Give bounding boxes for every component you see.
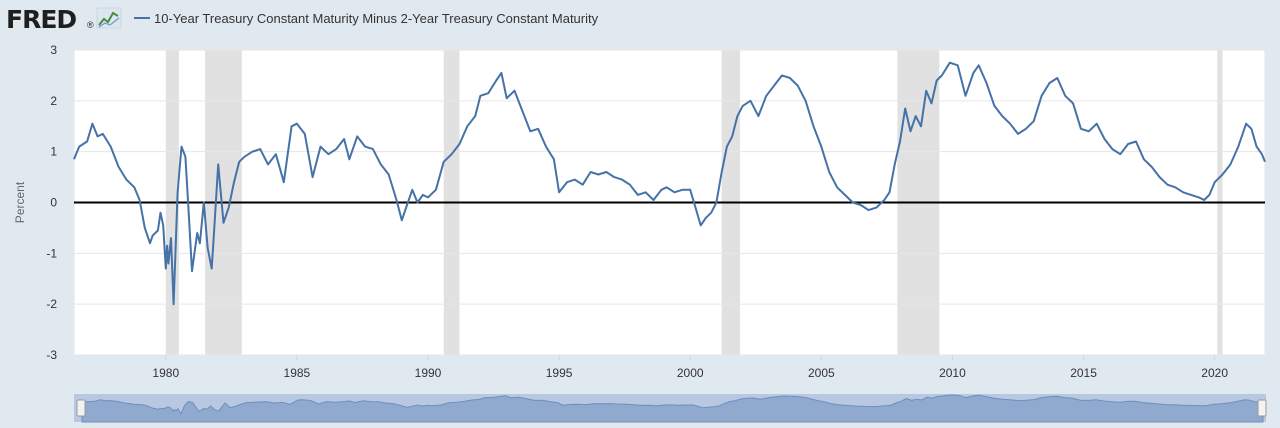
- series-layer[interactable]: [73, 61, 1266, 306]
- y-tick-label: 3: [50, 43, 57, 57]
- sparkline-icon: [96, 7, 122, 29]
- grid-lines: [73, 49, 1266, 356]
- y-tick-label: 2: [50, 94, 57, 108]
- y-tick-label: 0: [50, 196, 57, 210]
- y-axis: -3 -2 -1 0 1 2 3: [46, 43, 57, 362]
- x-tick-label: 1990: [415, 366, 442, 380]
- y-axis-title: Percent: [13, 181, 27, 223]
- y-tick-label: -2: [46, 297, 57, 311]
- registered-mark: ®: [87, 20, 94, 30]
- fred-logo[interactable]: FRED ®: [6, 5, 122, 34]
- x-tick-label: 2010: [939, 366, 966, 380]
- range-navigator[interactable]: [74, 394, 1267, 423]
- navigator-left-handle[interactable]: [76, 399, 86, 417]
- legend[interactable]: 10-Year Treasury Constant Maturity Minus…: [134, 11, 599, 26]
- navigator-right-handle[interactable]: [1257, 399, 1267, 417]
- x-tick-label: 1980: [152, 366, 179, 380]
- x-tick-label: 2000: [677, 366, 704, 380]
- x-tick-label: 1995: [546, 366, 573, 380]
- series-line[interactable]: [73, 61, 1266, 306]
- fred-logo-text: FRED: [6, 5, 76, 34]
- x-tick-label: 2015: [1070, 366, 1097, 380]
- x-axis: 1980 1985 1990 1995 2000 2005 2010 2015 2020: [152, 355, 1228, 380]
- x-tick-label: 1985: [284, 366, 311, 380]
- y-tick-label: 1: [50, 145, 57, 159]
- y-tick-label: -3: [46, 348, 57, 362]
- legend-label: 10-Year Treasury Constant Maturity Minus…: [154, 11, 599, 26]
- y-tick-label: -1: [46, 246, 57, 260]
- navigator-series-area: [81, 394, 1264, 423]
- x-tick-label: 2020: [1201, 366, 1228, 380]
- x-tick-label: 2005: [808, 366, 835, 380]
